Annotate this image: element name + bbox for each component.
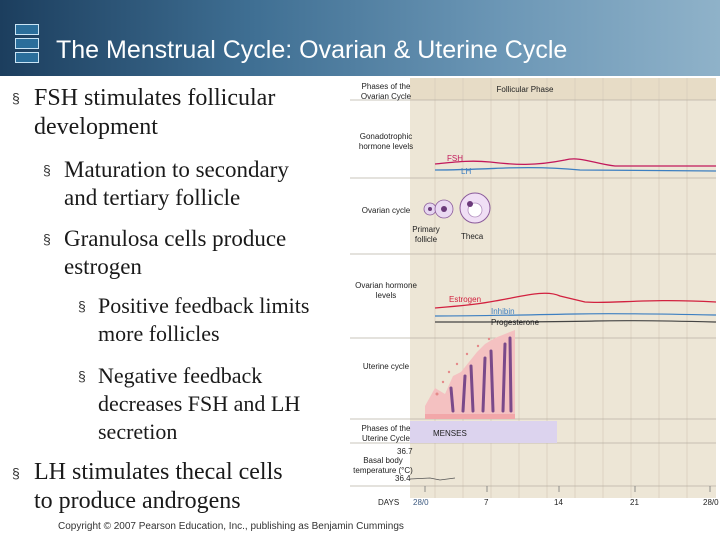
day-tick-label: 28/0 [413, 498, 429, 507]
copyright-notice: Copyright © 2007 Pearson Education, Inc.… [58, 521, 404, 532]
days-label: DAYS [378, 498, 400, 507]
bullet-marker: § [78, 368, 86, 384]
estrogen-curve [434, 292, 717, 309]
bullet-marker: § [12, 465, 20, 481]
day-tick-label: 28/0 [703, 498, 719, 507]
theca-label: Theca [461, 232, 484, 241]
fsh-curve [434, 158, 716, 167]
progesterone-label: Progesterone [491, 318, 540, 327]
row-label-uterine-phases: Phases of the Uterine Cycle [361, 424, 411, 443]
bullet-marker: § [12, 90, 20, 106]
row-label-ovarian-cycle: Ovarian cycle [361, 206, 411, 215]
fsh-label: FSH [447, 154, 463, 163]
bbt-line [409, 477, 456, 481]
bullet-marker: § [78, 298, 86, 314]
bullet-list: § FSH stimulates follicular development §… [0, 80, 350, 520]
primary-follicle-label: Primary follicle [412, 225, 440, 244]
inhibin-label: Inhibin [491, 307, 515, 316]
bullet-text: Negative feedback decreases FSH and LH sec… [98, 363, 301, 444]
endometrium-illustration [425, 330, 515, 419]
bullet-text: Maturation to secondary and tertiary foll… [64, 157, 289, 210]
bullet-text: FSH stimulates follicular development [34, 85, 276, 140]
bullet-marker: § [43, 162, 51, 178]
menses-label: MENSES [433, 429, 467, 438]
day-tick-label: 7 [484, 498, 489, 507]
row-label-phases: Phases of the Ovarian Cycle [360, 82, 412, 101]
row-label-bbt: Basal body temperature (°C) [353, 456, 413, 475]
menstrual-cycle-figure: Phases of the Ovarian Cycle Gonadotrophi… [345, 76, 720, 521]
inhibin-curve [434, 312, 717, 317]
figure-graphics [350, 78, 717, 498]
bullet-text: LH stimulates thecal cells to produce and… [34, 459, 283, 514]
slide-header: The Menstrual Cycle: Ovarian & Uterine C… [0, 0, 720, 76]
lh-curve [434, 166, 717, 172]
bullet-text: Granulosa cells produce estrogen [64, 226, 287, 279]
estrogen-label: Estrogen [449, 295, 482, 304]
bullet-marker: § [43, 231, 51, 247]
row-label-uterine-cycle: Uterine cycle [362, 362, 410, 371]
progesterone-curve [434, 319, 717, 323]
temp-low-label: 36.4 [395, 474, 411, 483]
day-tick-label: 14 [554, 498, 563, 507]
lh-label: LH [461, 167, 472, 176]
stacked-squares-icon [15, 24, 39, 66]
bullet-text: Positive feedback limits more follicles [98, 293, 310, 346]
row-label-gonadotrophic: Gonadotrophic hormone levels [358, 132, 414, 151]
slide-title: The Menstrual Cycle: Ovarian & Uterine C… [56, 36, 568, 64]
row-label-ovarian-hormones: Ovarian hormone levels [355, 281, 417, 300]
day-tick-label: 21 [630, 498, 639, 507]
temp-high-label: 36.7 [397, 447, 413, 456]
menses-band [410, 421, 557, 443]
follicular-phase-label: Follicular Phase [496, 85, 554, 94]
